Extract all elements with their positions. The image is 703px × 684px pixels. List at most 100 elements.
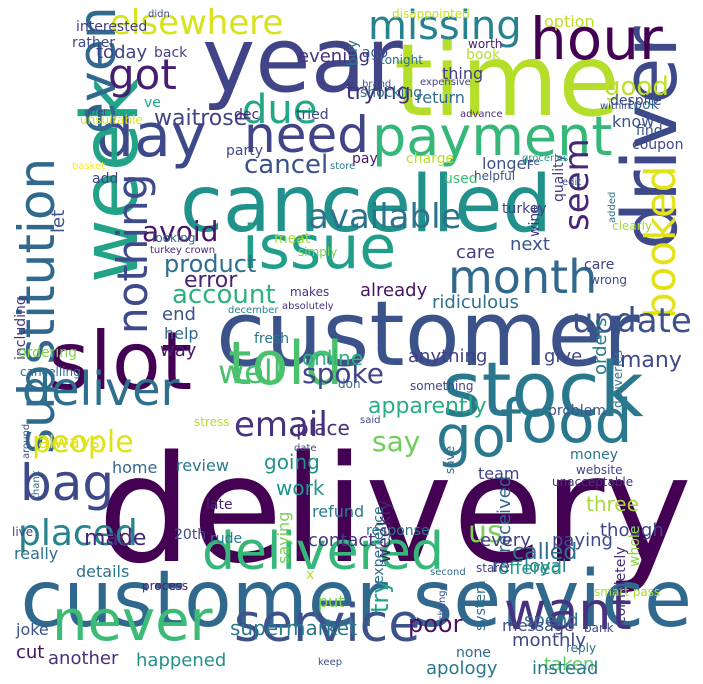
word: bag	[20, 454, 115, 512]
word: said	[360, 415, 381, 426]
word: message	[502, 616, 574, 635]
word: within	[600, 101, 631, 112]
word: evening	[298, 46, 371, 67]
word: service	[234, 594, 421, 654]
word: put	[318, 592, 345, 611]
word: party	[226, 143, 263, 159]
word: thing	[442, 64, 484, 83]
word: already	[360, 280, 428, 301]
word: cancelled	[180, 160, 552, 250]
word: deliveries	[611, 349, 625, 408]
word: account	[172, 280, 276, 310]
word: stock	[442, 345, 644, 434]
word: cancel	[244, 150, 329, 180]
word: refund	[312, 502, 365, 521]
word: customer service	[20, 555, 693, 645]
word: option	[544, 12, 595, 31]
word: placed	[18, 513, 138, 554]
word: keep	[318, 657, 343, 668]
word: give	[544, 346, 583, 367]
word: avoid	[142, 215, 219, 248]
word: process	[142, 579, 189, 593]
word: late	[206, 497, 233, 513]
word: basket	[72, 161, 106, 172]
word: second	[430, 567, 466, 578]
word: reply	[566, 641, 597, 655]
word: let	[48, 209, 69, 233]
word: absolutely	[282, 301, 334, 312]
word: coupon	[632, 137, 684, 153]
word: review	[176, 456, 229, 475]
word: today	[96, 42, 148, 63]
word: charge	[406, 151, 455, 167]
word: help	[164, 324, 199, 343]
word: care	[456, 242, 496, 263]
word: expensive	[420, 77, 471, 88]
word: date	[294, 443, 317, 454]
word: trying	[346, 80, 411, 105]
word: deliver	[22, 362, 180, 416]
word: money	[570, 447, 618, 463]
word: nothing	[108, 173, 157, 334]
word: apology	[426, 658, 498, 679]
word: online	[302, 346, 364, 370]
word: helpful	[474, 169, 516, 183]
word: offered	[498, 558, 562, 579]
word: delivery	[97, 424, 692, 596]
word: rather	[72, 35, 116, 51]
word: save	[443, 445, 457, 474]
word: loyal	[524, 556, 567, 577]
word: three	[586, 492, 639, 516]
word: despite	[610, 93, 662, 109]
word: never	[52, 589, 213, 654]
word: care	[584, 257, 615, 273]
word: cancelling	[20, 365, 81, 379]
word: clearly	[612, 219, 653, 233]
word: contact	[308, 530, 376, 551]
word: none	[456, 645, 491, 661]
word: really	[14, 544, 59, 563]
word: pay	[352, 151, 378, 167]
word-cloud-canvas: delivery customer service customer time …	[8, 6, 694, 679]
word: experience	[371, 506, 387, 584]
word: problem	[548, 403, 606, 419]
word: payment	[372, 105, 613, 168]
word: joke	[16, 620, 49, 639]
word: need	[244, 106, 369, 164]
word: response	[366, 523, 430, 539]
word: star	[476, 561, 500, 575]
word: issue	[242, 213, 397, 283]
word: product	[164, 250, 257, 278]
word: next	[510, 234, 550, 255]
word: thank	[31, 470, 42, 499]
word: good	[604, 72, 669, 102]
word: disappointed	[392, 7, 470, 21]
word: makes	[290, 285, 330, 299]
word: us	[468, 515, 503, 550]
word: edit	[562, 177, 582, 188]
word: return	[416, 88, 465, 107]
word: used	[444, 171, 478, 187]
word: supermarket	[230, 616, 357, 640]
word: customer	[216, 282, 640, 387]
word: update	[572, 301, 692, 341]
word: find	[636, 123, 663, 139]
word: home	[112, 458, 158, 477]
word: buy	[345, 39, 361, 66]
word: taken	[544, 654, 595, 675]
word: food	[500, 387, 633, 457]
word: apparently	[368, 394, 487, 419]
word: email	[234, 405, 328, 445]
word: store	[330, 161, 356, 172]
word: whole	[627, 525, 643, 567]
word: year	[202, 8, 403, 113]
word: change	[437, 584, 448, 621]
word: happened	[136, 650, 227, 671]
word: book	[466, 47, 501, 63]
word: smart pass	[594, 585, 661, 599]
word: team	[478, 464, 520, 483]
word: many	[620, 348, 682, 373]
word: longer	[482, 154, 533, 173]
word: don	[338, 377, 361, 391]
